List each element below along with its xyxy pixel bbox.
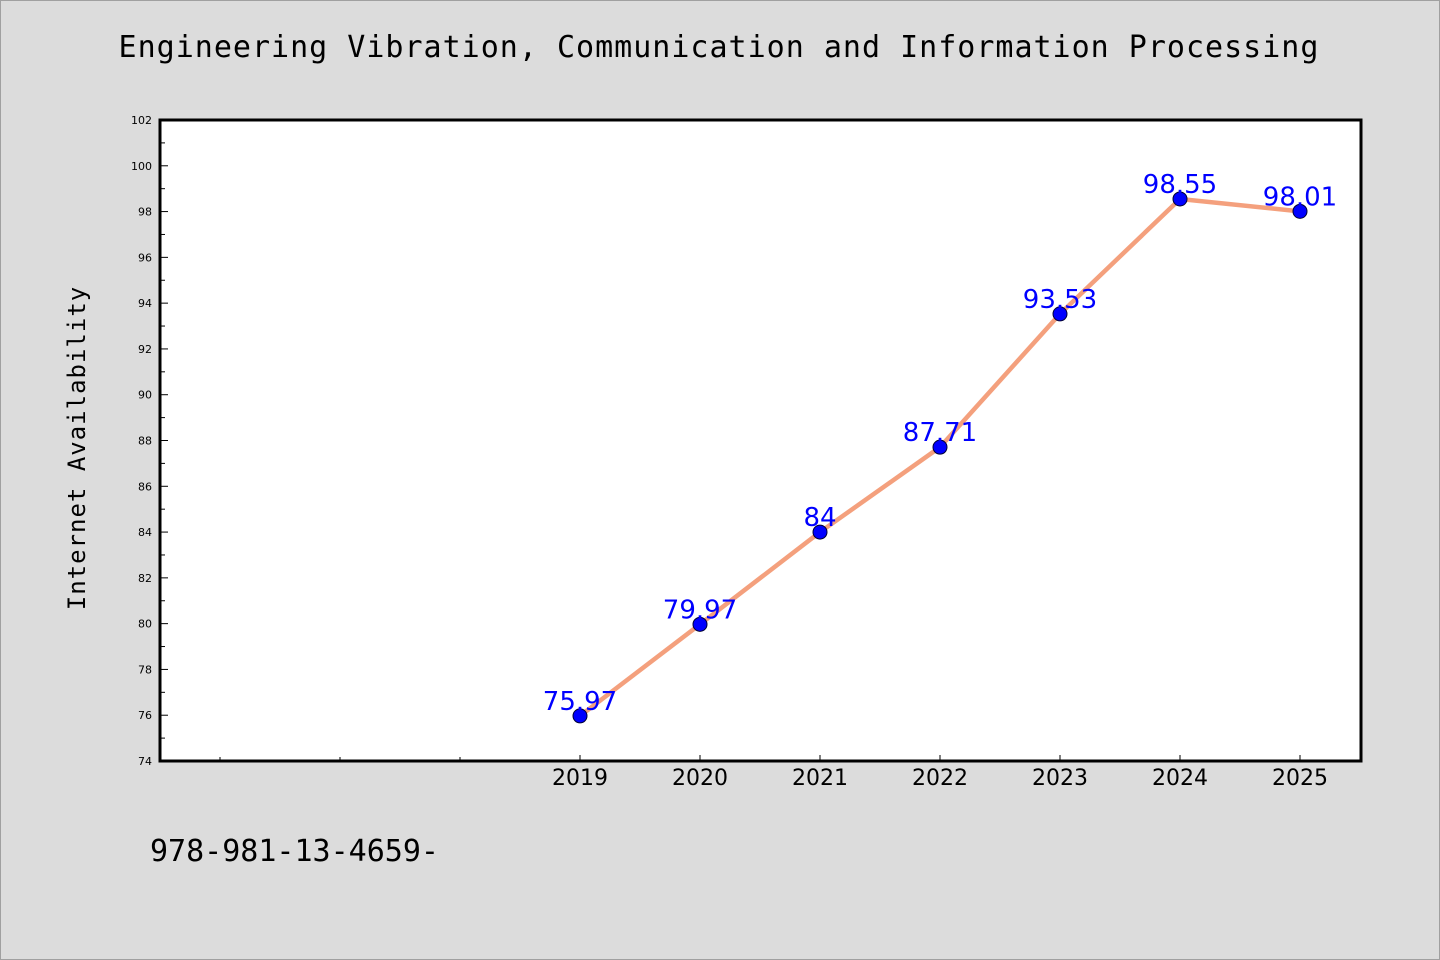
y-tick-label: 98 — [138, 206, 152, 219]
data-label: 87.71 — [903, 418, 977, 448]
data-label: 98.55 — [1143, 170, 1217, 200]
x-tick-label: 2024 — [1152, 766, 1208, 791]
y-tick-label: 78 — [138, 663, 152, 676]
x-tick-label: 2023 — [1032, 766, 1088, 791]
data-point — [1172, 191, 1188, 207]
y-tick-label: 82 — [138, 572, 152, 585]
y-tick-label: 92 — [138, 343, 152, 356]
plot-area — [160, 120, 1361, 761]
y-tick-label: 100 — [131, 160, 152, 173]
data-point — [692, 616, 708, 632]
x-tick-label: 2021 — [792, 766, 848, 791]
y-tick-label: 94 — [138, 297, 152, 310]
y-tick-label: 84 — [138, 526, 152, 539]
y-tick-label: 86 — [138, 480, 152, 493]
y-tick-label: 102 — [131, 114, 152, 127]
y-tick-label: 96 — [138, 251, 152, 264]
data-label: 75.97 — [543, 687, 617, 717]
data-label: 84 — [803, 503, 836, 533]
data-label: 93.53 — [1023, 285, 1097, 315]
footnote-isbn: 978-981-13-4659- — [150, 834, 439, 869]
x-tick-label: 2025 — [1272, 766, 1328, 791]
x-tick-label: 2020 — [672, 766, 728, 791]
x-tick-label: 2022 — [912, 766, 968, 791]
data-point — [812, 524, 828, 540]
chart-title: Engineering Vibration, Communication and… — [118, 30, 1320, 65]
data-point — [932, 439, 948, 455]
y-tick-label: 74 — [138, 755, 152, 768]
plot-border — [158, 118, 1363, 763]
data-point — [1292, 203, 1308, 219]
data-label: 98.01 — [1263, 182, 1337, 212]
y-tick-label: 76 — [138, 709, 152, 722]
x-tick-label: 2019 — [552, 766, 608, 791]
y-tick-label: 80 — [138, 618, 152, 631]
data-point — [572, 708, 588, 724]
data-label: 79.97 — [663, 595, 737, 625]
y-tick-label: 90 — [138, 389, 152, 402]
data-point — [1052, 306, 1068, 322]
y-tick-label: 88 — [138, 435, 152, 448]
